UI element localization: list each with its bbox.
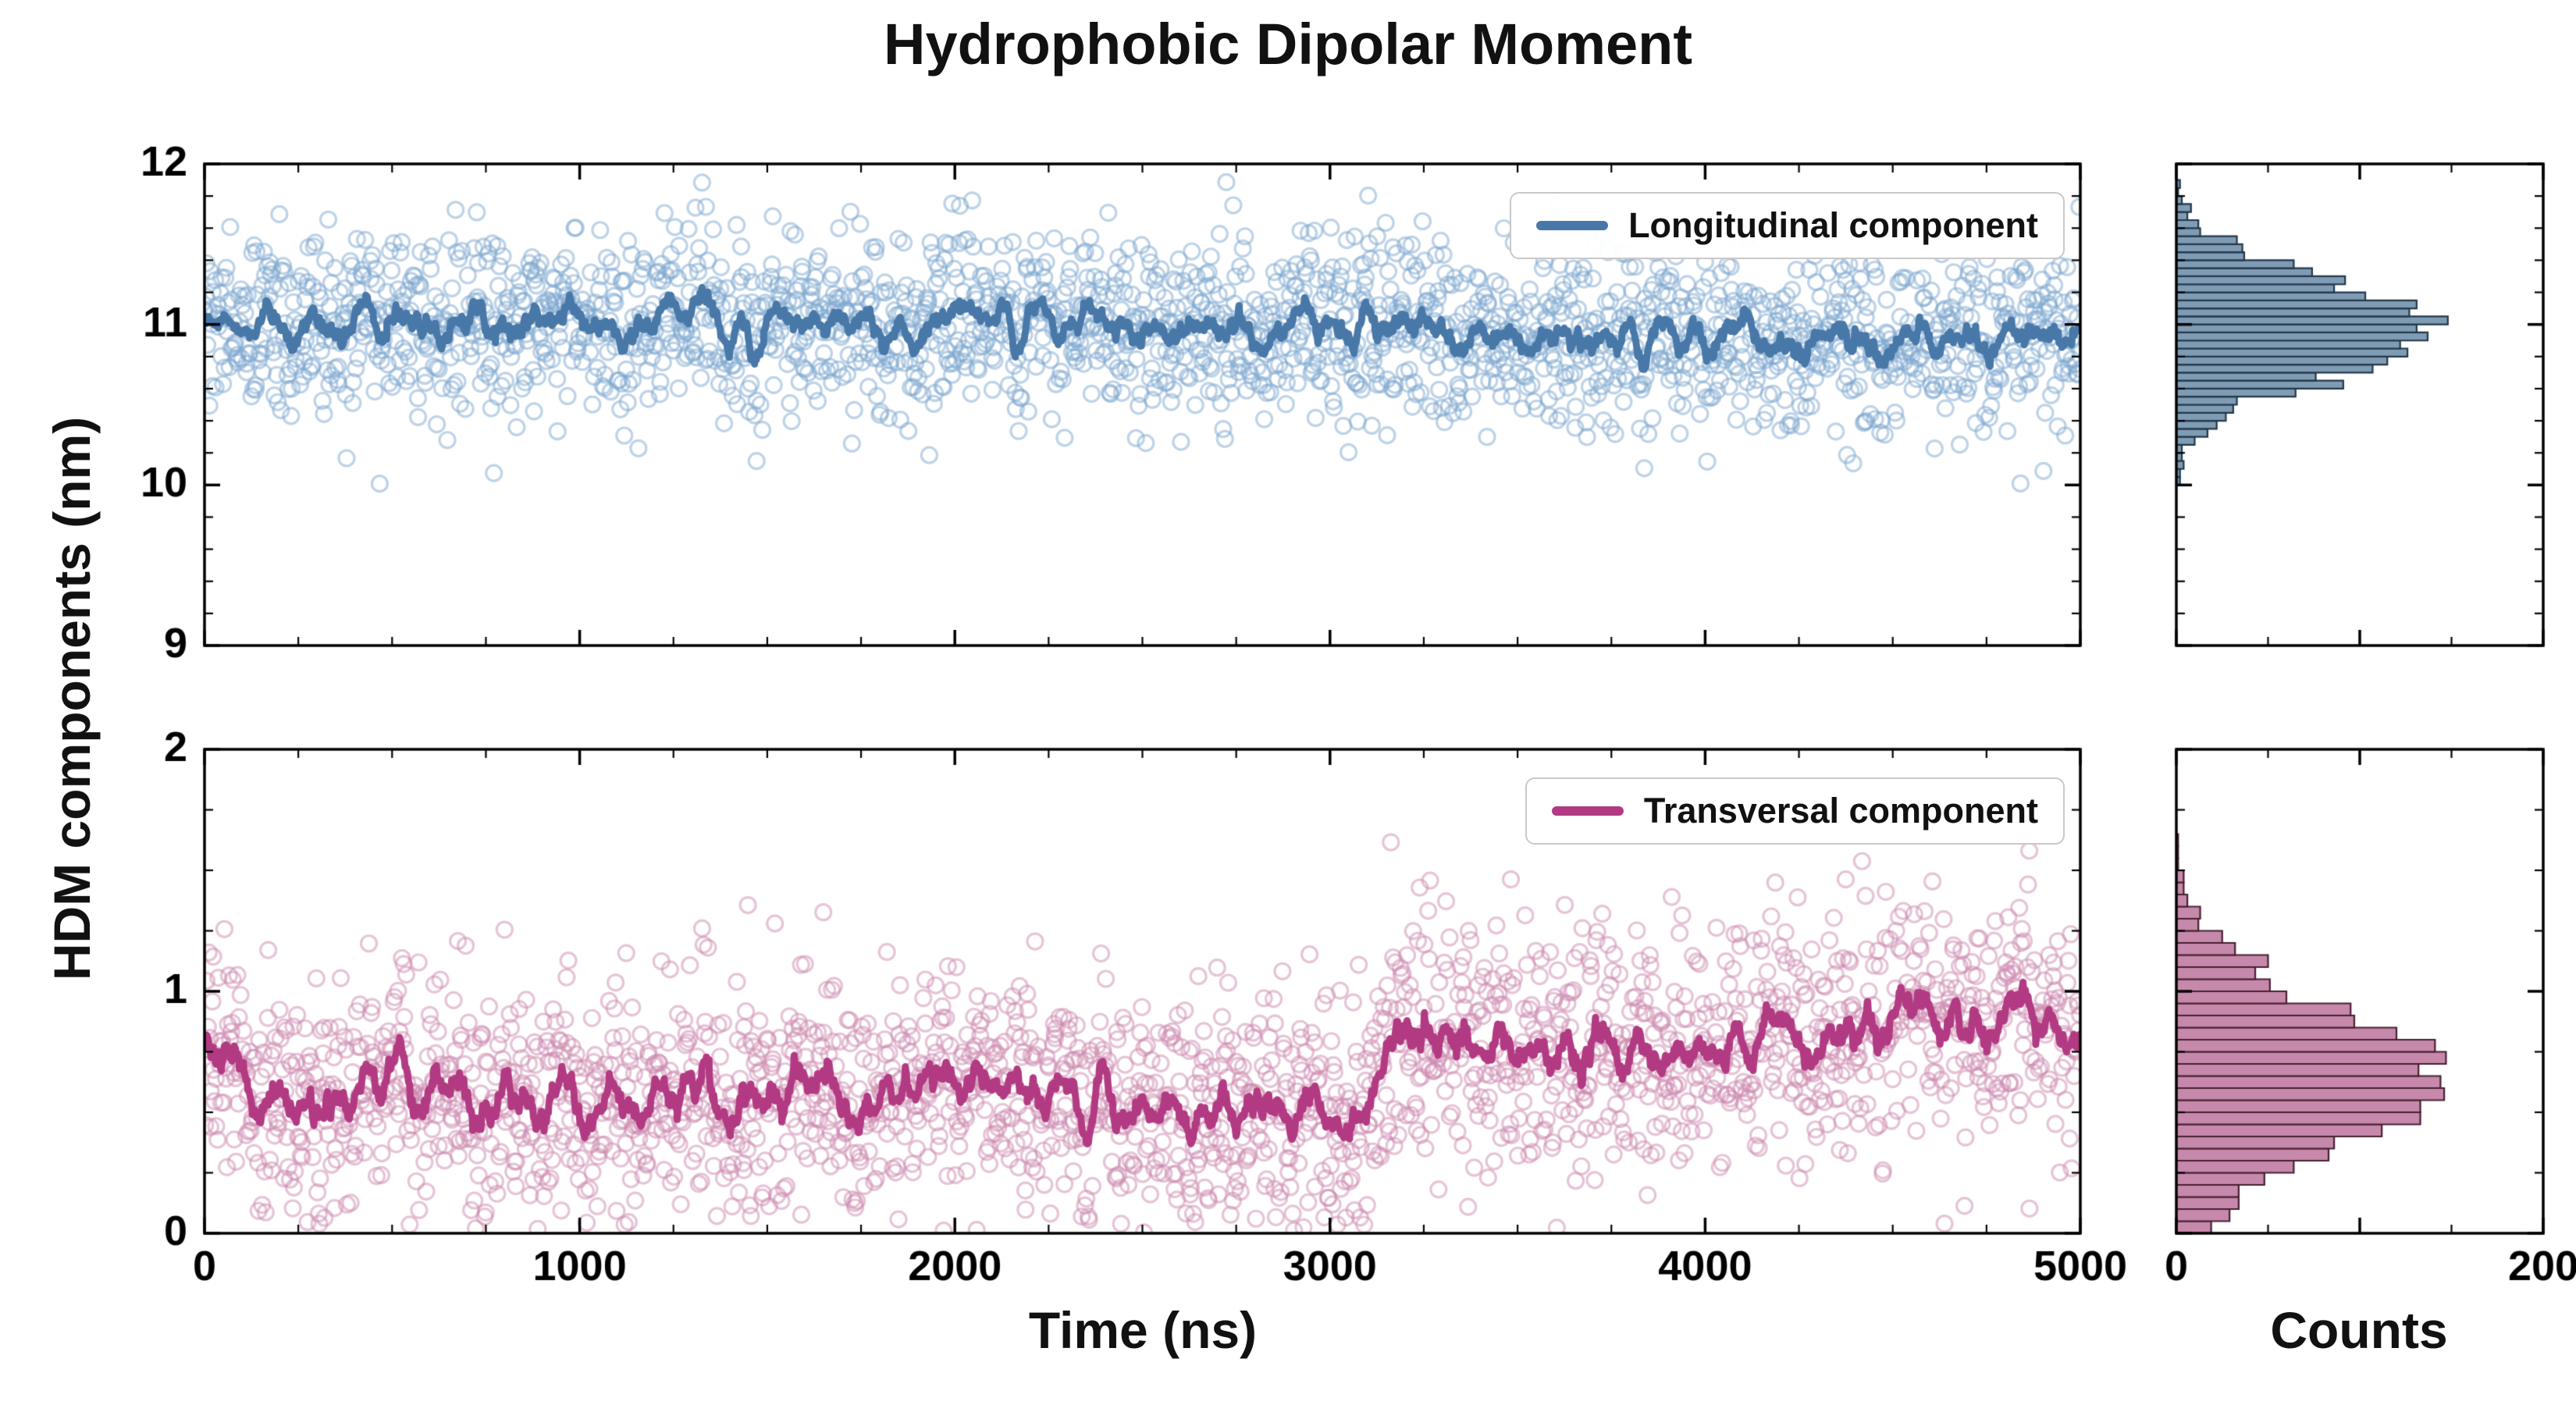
legend-line-swatch-longitudinal [1536,221,1609,230]
chart-title: Hydrophobic Dipolar Moment [884,12,1692,76]
x-axis-label-time: Time (ns) [1028,1301,1258,1359]
legend-line-swatch-transversal [1551,806,1624,816]
legend-transversal: Transversal component [1525,777,2065,845]
y-axis-label: HDM components (nm) [43,416,101,981]
legend-label-longitudinal: Longitudinal component [1628,205,2038,245]
legend-longitudinal: Longitudinal component [1510,192,2065,259]
x-axis-label-counts: Counts [2270,1301,2448,1359]
legend-label-transversal: Transversal component [1643,791,2038,831]
